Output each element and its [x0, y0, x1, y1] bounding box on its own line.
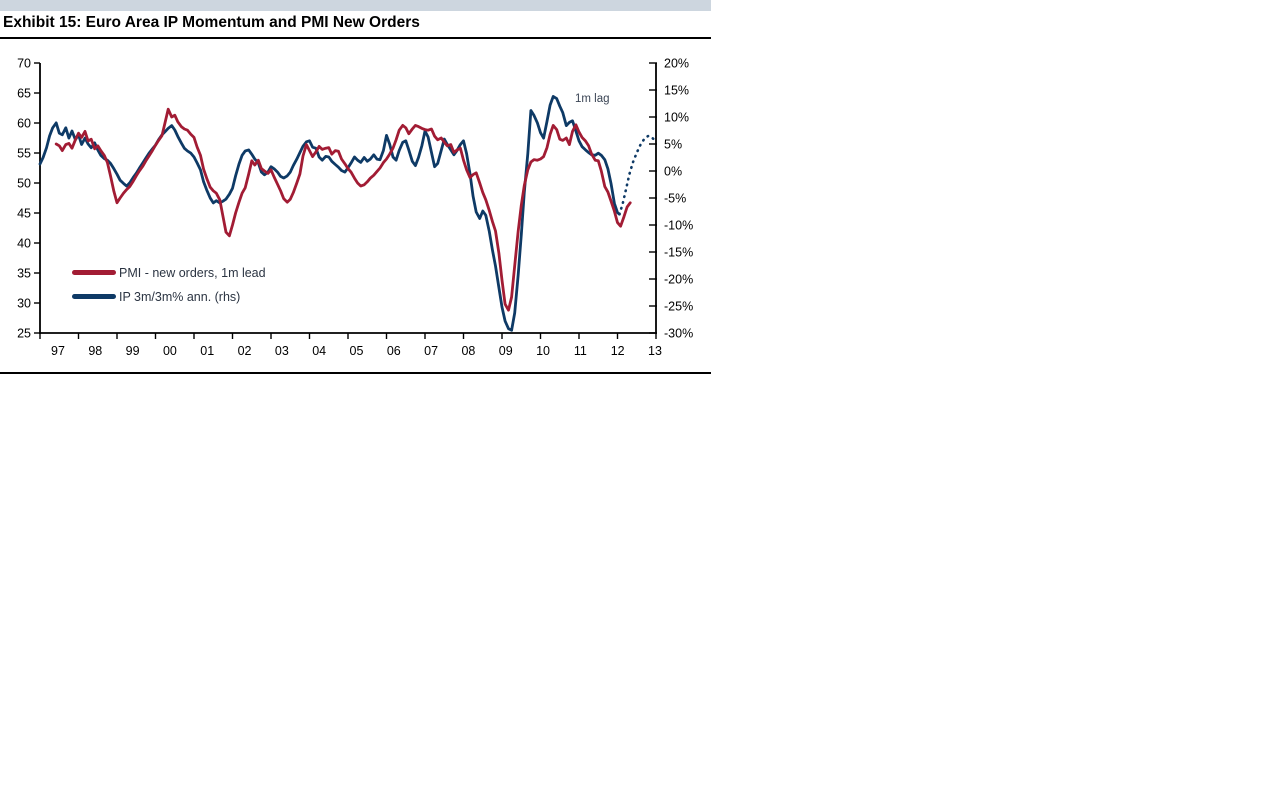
y-right-tick-label: 10%: [664, 111, 689, 125]
x-tick-label: 02: [238, 344, 252, 358]
y-right-tick-label: 5%: [664, 138, 682, 152]
x-tick-label: 06: [387, 344, 401, 358]
y-right-tick-label: 15%: [664, 84, 689, 98]
y-left-tick-label: 65: [17, 87, 31, 101]
lag-annotation: 1m lag: [575, 93, 610, 105]
x-tick-label: 09: [499, 344, 513, 358]
x-tick-label: 10: [536, 344, 550, 358]
y-right-tick-label: -25%: [664, 300, 693, 314]
y-right-tick-label: -15%: [664, 246, 693, 260]
x-tick-label: 05: [350, 344, 364, 358]
x-tick-label: 08: [461, 344, 475, 358]
y-left-tick-label: 60: [17, 117, 31, 131]
line-chart: 70 65 60 55 50 45 40 35 30 25 20% 15% 10% 5% 0% -5% -10%…: [17, 57, 693, 359]
y-left-tick-label: 30: [17, 297, 31, 311]
title-rule: [0, 37, 711, 39]
y-left-tick-label: 45: [17, 207, 31, 221]
x-tick-label: 11: [574, 344, 587, 358]
y-right-tick-label: -5%: [664, 192, 686, 206]
x-tick-label: 97: [51, 344, 65, 358]
x-tick-label: 99: [126, 344, 140, 358]
exhibit-title: Exhibit 15: Euro Area IP Momentum and PM…: [3, 14, 420, 31]
y-left-tick-label: 40: [17, 237, 31, 251]
y-right-tick-label: 0%: [664, 165, 682, 179]
legend-item-pmi: PMI - new orders, 1m lead: [72, 264, 266, 281]
header-band: [0, 0, 711, 11]
x-tick-label: 98: [88, 344, 102, 358]
y-right-tick-label: -20%: [664, 273, 693, 287]
series-ip-forecast: [618, 134, 657, 216]
x-tick-label: 04: [312, 344, 326, 358]
x-tick-label: 12: [611, 344, 625, 358]
y-right-tick-label: 20%: [664, 57, 689, 71]
x-tick-label: 13: [648, 344, 662, 358]
y-left-tick-label: 25: [17, 327, 31, 341]
series-pmi: [54, 107, 632, 312]
legend-label-pmi: PMI - new orders, 1m lead: [119, 265, 266, 280]
bottom-rule: [0, 372, 711, 374]
pmi-line-swatch: [72, 270, 116, 275]
y-left-tick-label: 50: [17, 177, 31, 191]
y-left-tick-label: 35: [17, 267, 31, 281]
x-tick-label: 07: [424, 344, 438, 358]
ip-line-swatch: [72, 294, 116, 299]
chart-legend: PMI - new orders, 1m lead IP 3m/3m% ann.…: [72, 264, 266, 312]
y-left-tick-label: 70: [17, 57, 31, 71]
x-tick-label: 00: [163, 344, 177, 358]
y-left-tick-label: 55: [17, 147, 31, 161]
y-right-tick-label: -10%: [664, 219, 693, 233]
y-right-tick-label: -30%: [664, 327, 693, 341]
x-tick-label: 03: [275, 344, 289, 358]
x-tick-label: 01: [200, 344, 214, 358]
legend-label-ip: IP 3m/3m% ann. (rhs): [119, 289, 241, 304]
legend-item-ip: IP 3m/3m% ann. (rhs): [72, 288, 266, 305]
